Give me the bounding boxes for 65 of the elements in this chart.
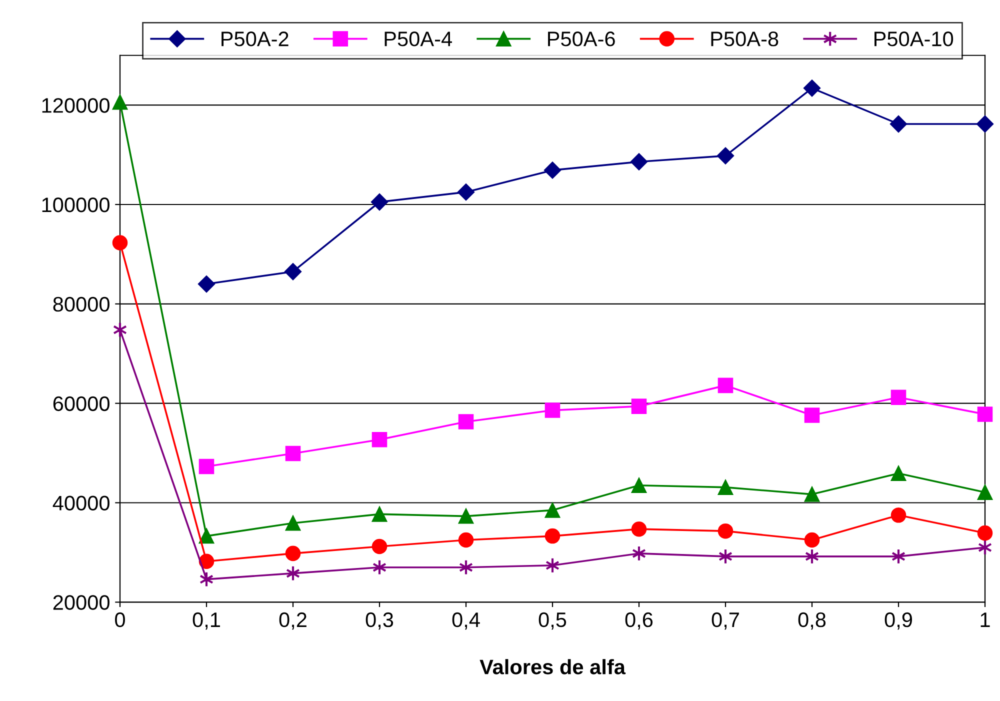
legend-label: P50A-10 [874,32,954,46]
y-tick-label: 100000 [42,198,110,212]
point [977,525,993,541]
point [977,484,993,500]
point [198,458,214,474]
point [457,184,475,201]
x-tick-label: 0,4 [452,612,480,630]
point [890,115,908,133]
point [544,528,560,544]
y-tick-label: 120000 [42,98,110,113]
y-tick-label: 80000 [53,296,110,312]
point [544,402,560,418]
x-tick-label: 0,2 [279,612,306,630]
point [890,390,906,406]
point [284,263,302,280]
point [372,538,388,554]
x-tick-label: 0,8 [798,612,826,630]
point [804,532,820,548]
point [372,506,388,522]
x-tick-label: 0,9 [884,612,912,630]
y-tick-label: 40000 [52,496,110,510]
point [198,275,216,293]
x-tick-label: 0,3 [366,612,394,630]
point [718,480,734,495]
point [631,478,647,493]
point [804,408,820,423]
x-tick-label: 0,5 [538,612,566,630]
x-tick-label: 0,1 [192,612,220,630]
point [285,546,301,562]
point [370,193,388,211]
point [631,521,647,537]
point [716,147,734,164]
point [198,554,214,570]
y-tick-label: 20000 [53,595,110,610]
x-tick-label: 0 [115,612,125,628]
point [890,466,906,482]
legend-label: P50A-2 [222,32,288,46]
point [458,532,474,548]
legend-label: P50A-6 [548,32,615,46]
y-tick-label: 60000 [53,396,110,412]
point [544,502,560,518]
point [630,153,648,170]
legend-label: P50A-4 [384,32,452,46]
point [458,508,474,524]
point [718,378,734,394]
point [458,414,474,430]
point [890,508,906,523]
x-tick-label: 1 [980,612,990,627]
point [977,406,993,422]
point [804,486,820,502]
point [112,235,128,250]
point [544,162,562,179]
legend-label: P50A-8 [711,32,778,46]
point [718,523,734,539]
point [372,432,388,448]
point [285,515,301,531]
point [198,528,214,544]
x-axis-title: Valores de alfa [480,659,626,674]
x-tick-label: 0,6 [625,612,653,630]
point [803,80,821,97]
point [285,446,301,462]
x-tick-label: 0,7 [712,612,739,630]
point [976,115,994,133]
point [631,398,647,414]
point [112,94,128,110]
